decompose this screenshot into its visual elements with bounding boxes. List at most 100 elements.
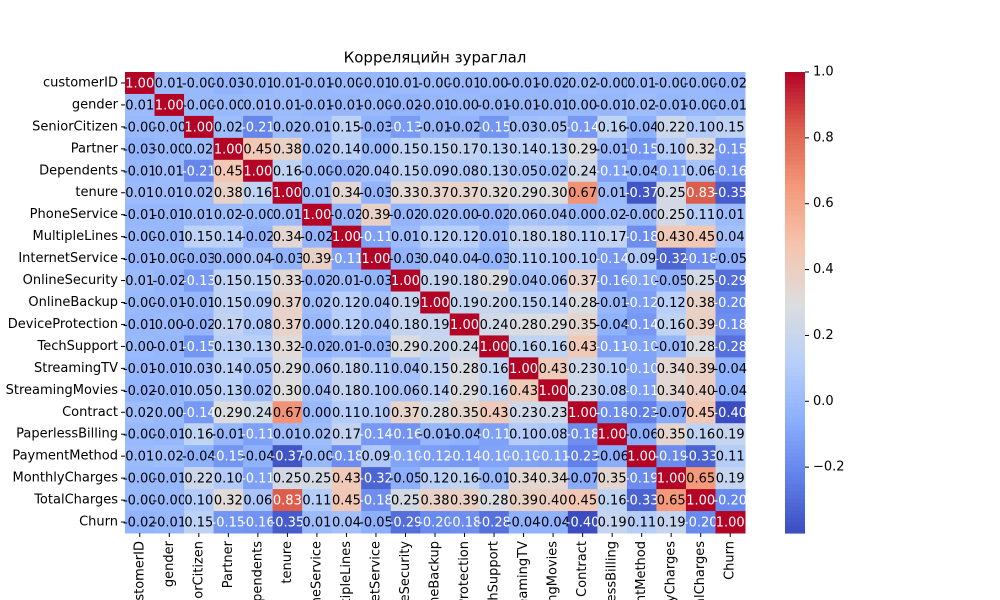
heatmap-cell — [597, 159, 628, 183]
cell-label: 0.01 — [155, 164, 184, 179]
cell-label: 0.67 — [568, 186, 597, 201]
colorbar-segment — [785, 398, 805, 403]
cell-label: -0.20 — [684, 516, 718, 531]
cell-label: 0.15 — [391, 142, 420, 157]
heatmap-cell — [449, 72, 480, 95]
heatmap-cell — [479, 269, 510, 293]
cell-label: 0.06 — [302, 362, 331, 377]
cell-label: 0.12 — [421, 472, 450, 487]
cell-label: 0.43 — [657, 230, 686, 245]
cell-label: -0.02 — [389, 98, 423, 113]
colorbar-segment — [785, 290, 805, 296]
cell-label: 0.19 — [421, 274, 450, 289]
cell-label: 0.03 — [184, 362, 213, 377]
heatmap-cell — [597, 357, 628, 380]
heatmap-cell — [626, 401, 657, 424]
colorbar-segment — [785, 217, 805, 223]
heatmap-cell — [479, 72, 510, 95]
cell-label: -0.07 — [654, 406, 688, 421]
heatmap-cell — [597, 225, 628, 249]
heatmap-cell — [390, 489, 421, 512]
cell-label: -0.03 — [212, 76, 246, 91]
cell-label: 0.19 — [716, 428, 745, 443]
heatmap-cell — [597, 137, 628, 161]
colorbar-segment — [785, 102, 805, 108]
colorbar-segment — [785, 198, 805, 204]
cell-label: -0.35 — [713, 186, 747, 201]
heatmap-cell — [331, 467, 362, 490]
cell-label: 0.25 — [273, 472, 302, 487]
heatmap-cell — [302, 467, 333, 490]
cell-label: 0.01 — [125, 274, 154, 289]
heatmap-cell — [390, 181, 421, 205]
cell-label: -0.16 — [241, 516, 275, 531]
heatmap-cell — [656, 423, 687, 446]
colorbar-segment — [785, 271, 805, 277]
cell-label: 0.29 — [214, 406, 243, 421]
heatmap-cell — [125, 379, 156, 402]
cell-label: 0.15 — [421, 362, 450, 377]
cell-label: -0.14 — [595, 252, 629, 267]
cell-label: -0.18 — [566, 428, 600, 443]
cell-label: -0.03 — [359, 120, 393, 135]
colorbar-segment — [785, 114, 805, 119]
cell-label: 0.01 — [184, 208, 213, 223]
cell-label: -0.18 — [330, 450, 364, 465]
heatmap-cell — [538, 159, 569, 183]
colorbar-segment — [785, 344, 805, 350]
heatmap-cell — [479, 181, 510, 205]
heatmap-cell — [449, 467, 480, 490]
cell-label: -0.03 — [182, 252, 216, 267]
cell-label: -0.14 — [566, 120, 600, 135]
heatmap-cell — [449, 313, 480, 336]
cell-label: 0.10 — [214, 472, 243, 487]
cell-label: -0.00 — [684, 76, 718, 91]
heatmap-cell — [538, 467, 569, 490]
heatmap-cell — [361, 137, 392, 161]
cell-label: -0.00 — [123, 428, 157, 443]
cell-label: 0.08 — [598, 384, 627, 399]
y-tick-label: StreamingTV — [34, 361, 118, 376]
cell-label: 0.25 — [302, 472, 331, 487]
heatmap-cell — [331, 203, 362, 227]
y-tick-label: InternetService — [18, 251, 118, 266]
heatmap-cell — [656, 181, 687, 205]
cell-label: 0.17 — [332, 428, 361, 443]
x-tick-label: StreamingMovies — [546, 541, 561, 600]
y-tick-label: MultipleLines — [32, 229, 118, 244]
heatmap-cell — [331, 115, 362, 139]
heatmap-cell — [125, 423, 156, 446]
cell-label: -0.11 — [330, 252, 364, 267]
heatmap-cell — [243, 181, 274, 205]
cell-label: 0.02 — [184, 186, 213, 201]
heatmap-cell — [154, 72, 185, 95]
heatmap-cell — [213, 423, 244, 446]
cell-label: 0.15 — [509, 296, 538, 311]
heatmap-cell — [449, 181, 480, 205]
colorbar-segment — [785, 72, 805, 77]
colorbar-segment — [785, 264, 805, 269]
heatmap-cell — [479, 115, 510, 139]
cell-label: -0.29 — [389, 516, 423, 531]
cell-label: 0.01 — [627, 76, 656, 91]
heatmap-cell — [154, 379, 185, 402]
cell-label: -0.16 — [713, 164, 747, 179]
cell-label: -0.18 — [448, 516, 482, 531]
cell-label: -0.01 — [595, 142, 629, 157]
heatmap-cell — [626, 72, 657, 95]
cell-label: -0.01 — [152, 340, 186, 355]
heatmap-cell — [420, 115, 451, 139]
cell-label: -0.01 — [152, 516, 186, 531]
heatmap-cell — [184, 225, 215, 249]
colorbar-segment — [785, 129, 805, 135]
cell-label: 0.15 — [214, 296, 243, 311]
heatmap-cell — [479, 93, 510, 117]
heatmap-cell — [390, 159, 421, 183]
colorbar-segment — [785, 98, 805, 104]
cell-label: -0.19 — [625, 472, 659, 487]
cell-label: -0.15 — [212, 450, 246, 465]
colorbar-segment — [785, 479, 805, 484]
heatmap-cell — [715, 423, 746, 446]
cell-label: -0.01 — [654, 98, 688, 113]
cell-label: 0.01 — [125, 186, 154, 201]
